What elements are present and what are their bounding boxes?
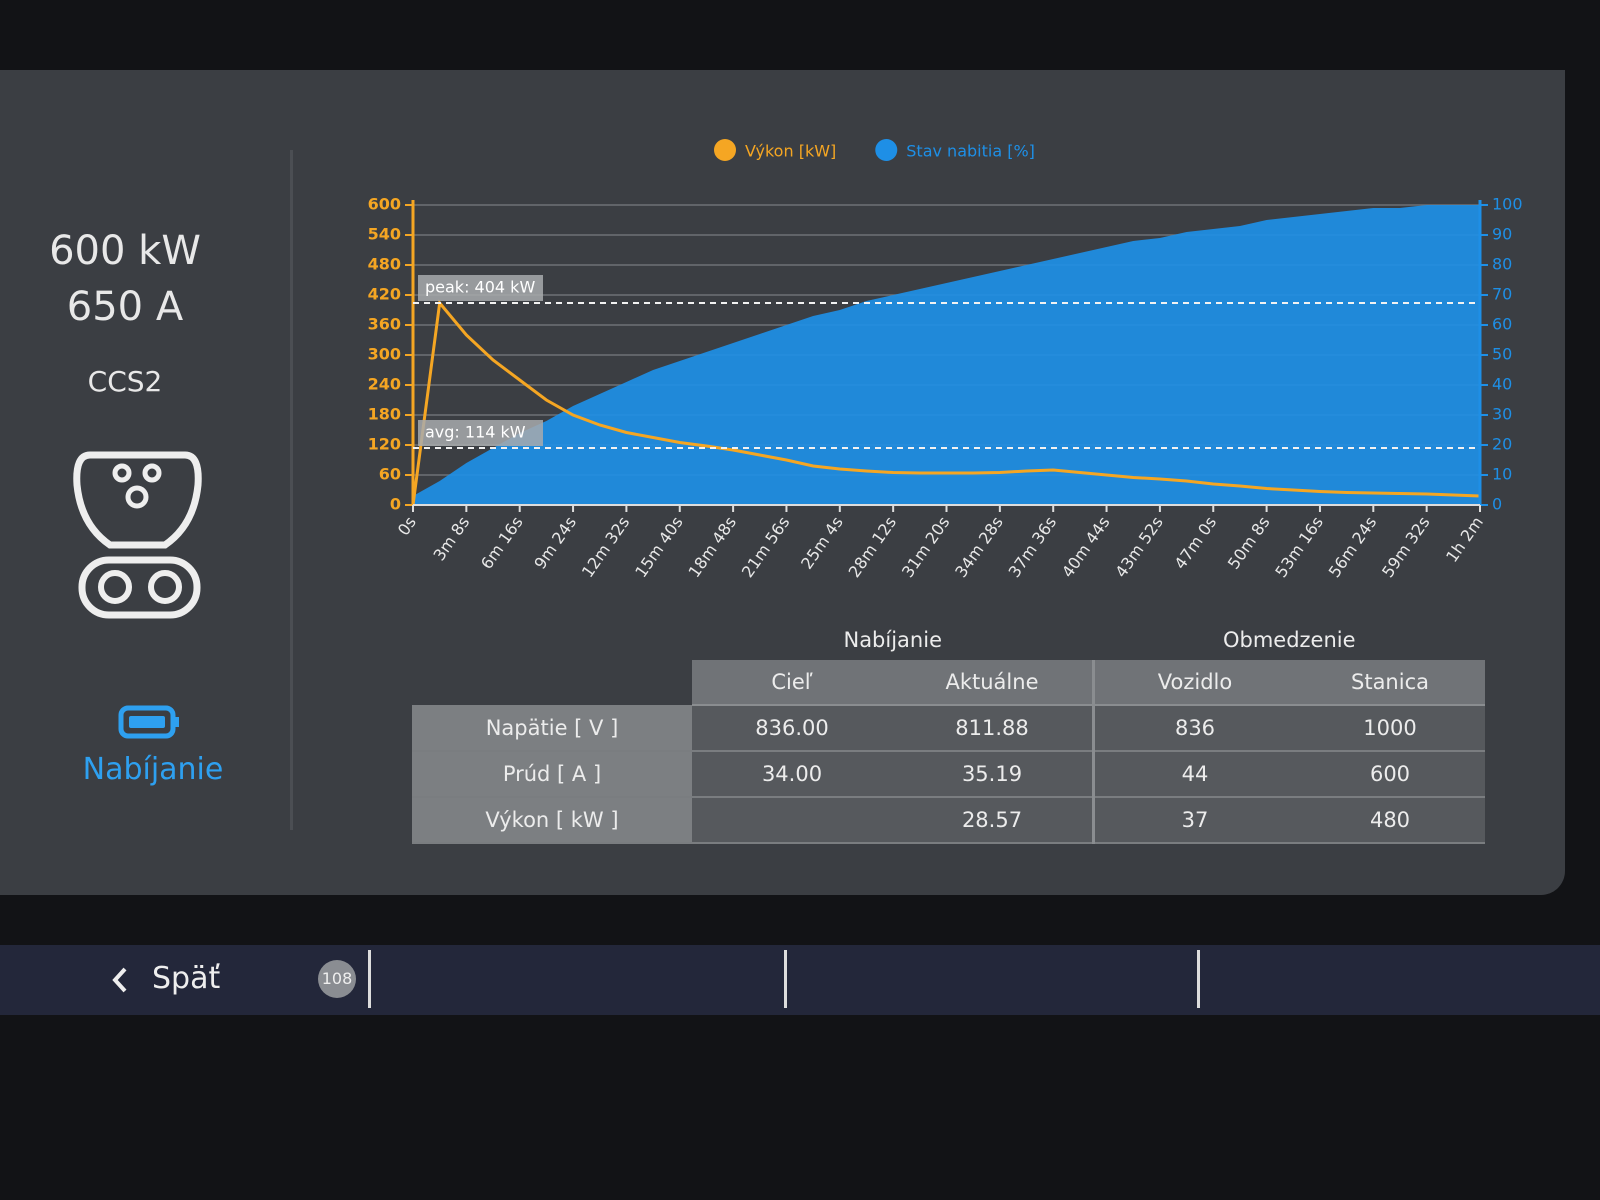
y2-tick-label: 70 <box>1492 285 1512 304</box>
x-tick-label: 50m 8s <box>1224 513 1274 573</box>
y-tick-label: 420 <box>368 285 401 304</box>
y2-tick-label: 90 <box>1492 225 1512 244</box>
table-row: Výkon [ kW ] 28.57 37 480 <box>412 797 1485 844</box>
chart: 0 60 120 180 240 300 360 420 480 540 600 0 10 20 30 40 5… <box>368 139 1523 581</box>
connector-icon <box>73 451 202 619</box>
y2-tick-label: 100 <box>1492 195 1523 214</box>
back-chevron[interactable] <box>110 965 130 995</box>
separator <box>368 950 371 1008</box>
x-tick-label: 37m 36s <box>1005 513 1061 581</box>
separator <box>784 950 787 1008</box>
row-label: Prúd [ A ] <box>412 751 692 798</box>
badge: 108 <box>318 960 356 998</box>
x-tick-label: 3m 8s <box>429 513 473 564</box>
x-tick-label: 28m 12s <box>845 513 901 581</box>
table-cell: 34.00 <box>692 751 892 798</box>
column-header: Vozidlo <box>1092 660 1295 706</box>
y2-tick-label: 0 <box>1492 495 1502 514</box>
power-line <box>411 299 1481 506</box>
table-row: Napätie [ V ] 836.00 811.88 836 1000 <box>412 705 1485 752</box>
x-tick-label: 15m 40s <box>631 513 687 581</box>
table-cell: 35.19 <box>892 751 1094 798</box>
x-tick-label: 1h 2m <box>1442 513 1487 566</box>
y-tick-label: 480 <box>368 255 401 274</box>
nav-label[interactable]: Nabíjanie <box>82 752 224 787</box>
table-cell: 600 <box>1295 751 1485 798</box>
table-cell: 44 <box>1092 751 1295 798</box>
annotation-box <box>418 275 543 301</box>
bottom-bar: Späť 108 <box>0 945 1600 1015</box>
current-rating: 650 A <box>66 284 184 330</box>
x-tick-label: 59m 32s <box>1378 513 1434 581</box>
x-tick-label: 18m 48s <box>685 513 741 581</box>
legend-label: Stav nabitia [%] <box>906 142 1035 161</box>
y2-tick-label: 50 <box>1492 345 1512 364</box>
y2-tick-label: 30 <box>1492 405 1512 424</box>
power-rating: 600 kW <box>49 228 201 274</box>
y2-tick-label: 80 <box>1492 255 1512 274</box>
y2-tick-label: 60 <box>1492 315 1512 334</box>
divider <box>290 150 293 830</box>
annotation-label: avg: 114 kW <box>425 423 526 442</box>
connector-type: CCS2 <box>87 365 163 398</box>
y-tick-label: 360 <box>368 315 401 334</box>
x-tick-label: 40m 44s <box>1058 513 1114 581</box>
x-tick-label: 47m 0s <box>1170 513 1220 573</box>
legend-label: Výkon [kW] <box>745 142 836 161</box>
table-cell: 1000 <box>1295 705 1485 752</box>
separator <box>1197 950 1200 1008</box>
legend-marker <box>875 139 898 161</box>
x-tick-label: 56m 24s <box>1325 513 1381 581</box>
group-header: Nabíjanie <box>843 628 942 652</box>
x-tick-label: 25m 4s <box>797 513 847 573</box>
row-label: Výkon [ kW ] <box>412 797 692 844</box>
column-header: Stanica <box>1295 660 1485 706</box>
x-tick-label: 53m 16s <box>1271 513 1327 581</box>
y-tick-label: 600 <box>368 195 401 214</box>
y-tick-label: 60 <box>379 465 401 484</box>
y-tick-label: 0 <box>390 495 401 514</box>
table-spacer <box>412 660 692 705</box>
y2-tick-label: 20 <box>1492 435 1512 454</box>
y-tick-label: 300 <box>368 345 401 364</box>
x-tick-label: 21m 56s <box>738 513 794 581</box>
y-tick-label: 180 <box>368 405 401 424</box>
soc-area <box>413 205 1480 505</box>
group-header: Obmedzenie <box>1222 628 1356 652</box>
x-tick-label: 31m 20s <box>898 513 954 581</box>
x-tick-label: 9m 24s <box>530 513 580 573</box>
x-tick-label: 6m 16s <box>477 513 527 573</box>
table-cell <box>692 797 892 844</box>
x-tick-label: 0s <box>394 513 420 539</box>
y-tick-label: 120 <box>368 435 401 454</box>
column-header: Aktuálne <box>892 660 1094 706</box>
annotation-label: peak: 404 kW <box>425 278 535 297</box>
y2-tick-label: 40 <box>1492 375 1512 394</box>
table-cell: 28.57 <box>892 797 1094 844</box>
table-cell: 811.88 <box>892 705 1094 752</box>
x-tick-label: 34m 28s <box>951 513 1007 581</box>
back-button[interactable]: Späť <box>152 961 221 996</box>
table-row: Prúd [ A ] 34.00 35.19 44 600 <box>412 751 1485 798</box>
x-tick-label: 43m 52s <box>1111 513 1167 581</box>
table-spacer <box>412 620 692 660</box>
table-cell: 836.00 <box>692 705 892 752</box>
table-cell: 37 <box>1092 797 1295 844</box>
y2-tick-label: 10 <box>1492 465 1512 484</box>
legend-marker <box>714 139 736 161</box>
table-cell: 480 <box>1295 797 1485 844</box>
charging-table: Nabíjanie Obmedzenie Cieľ Aktuálne Vozidlo… <box>412 620 1485 844</box>
x-tick-label: 12m 32s <box>578 513 634 581</box>
y-tick-label: 240 <box>368 375 401 394</box>
annotation-box <box>418 420 543 446</box>
row-label: Napätie [ V ] <box>412 705 692 752</box>
y-tick-label: 540 <box>368 225 401 244</box>
table-cell: 836 <box>1092 705 1295 752</box>
battery-icon[interactable] <box>118 705 182 741</box>
column-header: Cieľ <box>692 660 892 706</box>
